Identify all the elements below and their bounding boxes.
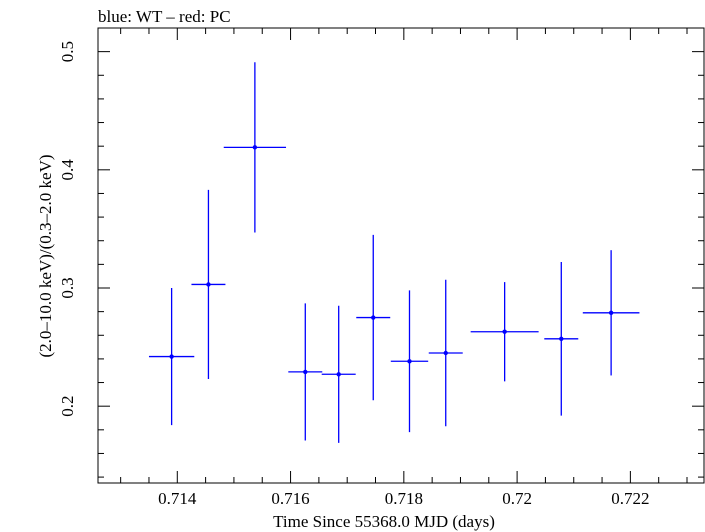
axis-ticks: 0.714 0.716 0.718 0.72 0.722 0.2 0.3 0.4 0.5 <box>58 27 704 508</box>
data-point <box>288 303 323 441</box>
data-marker <box>559 336 564 342</box>
data-point <box>223 62 287 233</box>
data-marker <box>371 315 376 320</box>
data-marker <box>336 372 341 377</box>
x-tick-label: 0.714 <box>158 489 197 508</box>
y-tick-label: 0.3 <box>58 277 77 298</box>
data-point <box>191 189 226 379</box>
data-point <box>428 279 463 427</box>
data-point <box>321 305 356 443</box>
data-point <box>390 290 429 433</box>
x-tick-label: 0.72 <box>502 489 532 508</box>
data-marker <box>303 369 308 375</box>
plot-frame <box>97 27 705 484</box>
y-axis-label: (2.0–10.0 keV)/(0.3–2.0 keV) <box>36 154 55 357</box>
data-point <box>544 262 579 416</box>
data-marker <box>169 354 174 359</box>
y-tick-label: 0.4 <box>58 159 77 181</box>
x-tick-label: 0.718 <box>385 489 423 508</box>
chart-title: blue: WT – red: PC <box>98 7 231 26</box>
data-marker <box>407 359 412 364</box>
y-tick-label: 0.2 <box>58 396 77 417</box>
data-marker <box>608 310 614 316</box>
data-marker <box>502 329 507 334</box>
x-tick-label: 0.722 <box>611 489 649 508</box>
x-axis-label: Time Since 55368.0 MJD (days) <box>273 512 495 531</box>
data-point <box>470 282 539 382</box>
data-point <box>582 250 640 376</box>
data-point <box>148 288 195 426</box>
data-marker <box>206 282 211 287</box>
data-marker <box>443 350 448 356</box>
data-marker <box>252 145 258 150</box>
y-tick-label: 0.5 <box>58 41 77 62</box>
data-points <box>148 62 640 443</box>
data-point <box>356 234 391 401</box>
x-tick-label: 0.716 <box>271 489 309 508</box>
